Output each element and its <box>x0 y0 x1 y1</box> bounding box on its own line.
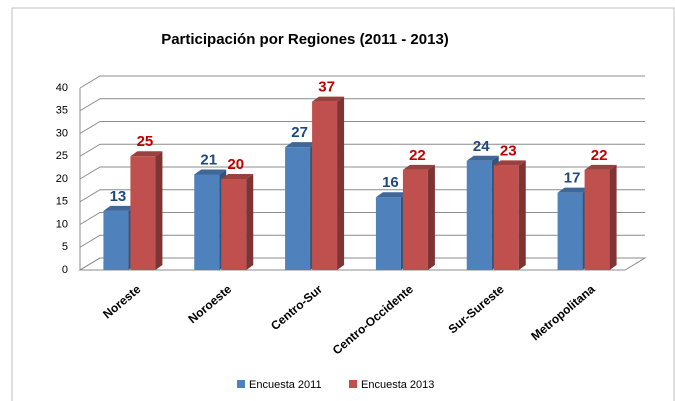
data-label: 17 <box>564 170 581 187</box>
bar-top <box>557 187 590 193</box>
bar-top <box>584 164 617 170</box>
bar-front <box>103 210 129 270</box>
data-label: 22 <box>409 147 426 164</box>
bar-front <box>312 101 338 271</box>
grid-line <box>79 143 645 157</box>
bar <box>221 174 254 270</box>
data-label: 13 <box>110 188 127 205</box>
y-tick-label: 35 <box>56 105 68 117</box>
data-label: 37 <box>318 79 335 96</box>
grid-line <box>79 121 645 134</box>
data-label: 23 <box>500 142 517 159</box>
bar <box>584 164 617 270</box>
y-tick-label: 25 <box>56 150 68 162</box>
data-label: 20 <box>227 156 244 173</box>
y-tick-label: 10 <box>56 218 68 230</box>
bar <box>402 164 435 270</box>
bar <box>466 155 499 270</box>
bar-side <box>609 164 617 270</box>
bar-top <box>285 142 318 148</box>
bar-front <box>130 156 156 270</box>
legend-swatch <box>349 380 357 388</box>
grid-line <box>79 234 645 248</box>
bar <box>130 151 163 270</box>
data-label: 27 <box>291 124 308 141</box>
bar-front <box>466 160 492 270</box>
bar-front <box>493 165 519 270</box>
bar <box>493 160 526 270</box>
chart-title: Participación por Regiones (2011 - 2013) <box>161 31 449 48</box>
bar-top <box>130 151 163 157</box>
y-tick-label: 20 <box>56 173 68 185</box>
bar-top <box>194 169 227 175</box>
bar-front <box>194 174 220 270</box>
bar-top <box>221 174 254 179</box>
grid-line <box>79 98 645 112</box>
y-tick-label: 30 <box>56 127 68 139</box>
bar-front <box>285 147 311 270</box>
bar-front <box>221 179 247 270</box>
grid-line <box>79 189 645 203</box>
bar-side <box>427 164 435 270</box>
bar-side <box>246 174 254 270</box>
bar-top <box>402 164 435 170</box>
y-tick-label: 15 <box>56 196 68 208</box>
data-label: 22 <box>591 147 608 164</box>
bar-side <box>518 160 526 270</box>
grid-line <box>79 257 645 271</box>
data-label: 25 <box>137 133 154 150</box>
data-label: 21 <box>200 151 217 168</box>
bar-top <box>312 96 345 102</box>
grid-line <box>79 166 645 180</box>
bar-front <box>557 192 583 270</box>
bar <box>312 96 345 271</box>
bar-top <box>466 155 499 161</box>
bar-side <box>155 151 163 270</box>
y-tick-label: 40 <box>56 82 68 94</box>
y-tick-label: 0 <box>62 264 68 276</box>
legend-swatch <box>237 380 245 388</box>
grid-line <box>79 212 645 225</box>
bar-front <box>584 169 610 270</box>
grid-line <box>79 75 645 89</box>
bar-front <box>402 169 428 270</box>
bar-top <box>493 160 526 166</box>
bar-top <box>375 192 408 198</box>
bar-front <box>375 197 401 270</box>
bar-side <box>337 96 345 271</box>
bar-top <box>103 205 136 211</box>
data-label: 24 <box>473 138 490 155</box>
data-label: 16 <box>382 174 399 191</box>
y-tick-label: 5 <box>62 241 68 253</box>
legend-label: Encuesta 2011 <box>249 379 322 391</box>
legend-label: Encuesta 2013 <box>361 379 434 391</box>
